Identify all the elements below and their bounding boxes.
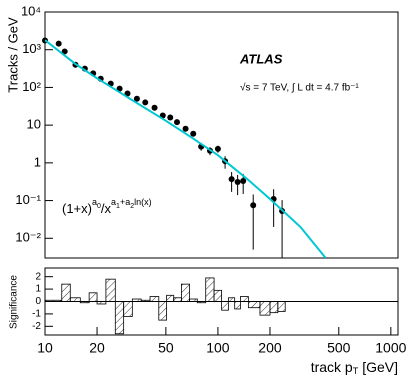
data-point: [214, 145, 221, 152]
y-tick-label: 1: [35, 284, 41, 295]
formula-part: /x: [101, 201, 112, 216]
significance-bar: [213, 289, 222, 302]
significance-bar: [247, 301, 261, 309]
data-point: [240, 178, 247, 185]
data-point: [124, 90, 131, 97]
data-point: [142, 99, 149, 106]
y-tick-label: 10²: [22, 79, 41, 94]
formula-part: 1: [116, 203, 120, 210]
data-point: [234, 179, 241, 186]
significance-bar: [158, 301, 168, 321]
conditions-label: √s = 7 TeV, ∫ L dt = 4.7 fb⁻¹: [240, 82, 359, 94]
x-tick-label: 50: [158, 340, 174, 356]
data-point: [190, 130, 197, 137]
data-point: [151, 104, 158, 111]
data-point: [182, 125, 189, 132]
x-tick-label: 1000: [375, 340, 406, 356]
x-label-main: track p: [311, 359, 353, 375]
y-tick-label: 1: [34, 154, 41, 169]
y-tick-label: 10³: [22, 41, 41, 56]
formula-part: 0: [97, 203, 101, 210]
y-tick-label: -2: [32, 321, 41, 332]
ratio-y-label: Significance: [9, 275, 20, 329]
experiment-label: ATLAS: [239, 51, 283, 66]
x-axis-label: track pT [GeV]: [311, 359, 398, 377]
formula-part: 2: [130, 203, 134, 210]
y-tick-label: 10⁻²: [15, 230, 41, 245]
significance-bar: [221, 301, 229, 311]
formula-part: a: [111, 197, 116, 207]
significance-bar: [173, 297, 182, 302]
data-point: [167, 114, 174, 121]
y-tick-label: 0: [35, 296, 41, 307]
y-tick-label: 10: [27, 117, 41, 132]
significance-bar: [123, 301, 133, 317]
significance-bar: [105, 278, 116, 302]
x-label-sub: T: [353, 366, 359, 376]
significance-bar: [114, 301, 125, 335]
significance-bar: [240, 296, 249, 302]
y-tick-label: 10⁻¹: [15, 192, 41, 207]
formula-part: ln(x): [134, 197, 152, 207]
x-tick-label: 20: [89, 340, 105, 356]
significance-bar: [69, 297, 81, 302]
data-point: [174, 119, 181, 126]
significance-bar: [88, 292, 98, 302]
data-point: [250, 202, 257, 209]
x-tick-label: 10: [37, 340, 53, 356]
x-tick-label: 200: [258, 340, 282, 356]
y-tick-label: -1: [32, 309, 41, 320]
y-axis-label: Tracks / GeV: [5, 17, 20, 93]
x-tick-label: 100: [206, 340, 230, 356]
formula-part: (1+x): [62, 201, 92, 216]
significance-bar: [181, 283, 190, 302]
significance-bar: [269, 301, 279, 314]
significance-bar: [166, 294, 175, 302]
significance-bar: [149, 296, 160, 302]
significance-bar: [277, 301, 286, 312]
significance-bar: [61, 283, 71, 302]
fit-formula: (1+x)a0/xa1+a2ln(x): [62, 197, 152, 216]
y-tick-label: 2: [35, 271, 41, 282]
formula-part: a: [92, 197, 97, 207]
fit-line: [45, 39, 327, 258]
significance-bar: [205, 277, 215, 302]
main-frame: [44, 11, 399, 259]
significance-bar: [259, 301, 271, 316]
formula-part: +a: [120, 197, 130, 207]
data-point: [228, 176, 235, 183]
data-point: [116, 85, 123, 92]
data-point: [55, 40, 62, 47]
x-label-unit: [GeV]: [362, 359, 398, 375]
significance-bar: [228, 297, 236, 302]
data-point: [133, 95, 140, 102]
data-point: [61, 48, 68, 55]
x-tick-label: 500: [327, 340, 351, 356]
y-tick-label: 10⁴: [21, 3, 41, 18]
significance-bar: [234, 301, 241, 310]
